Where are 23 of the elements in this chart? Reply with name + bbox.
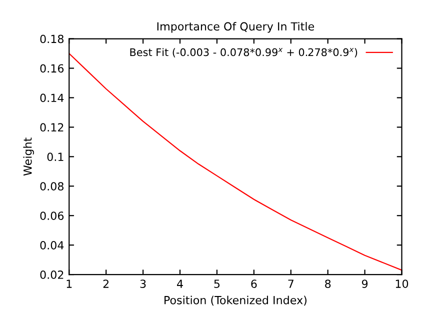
y-tick-label: 0.16 xyxy=(40,64,64,73)
x-tick-label: 4 xyxy=(177,280,183,288)
y-tick-label: 0.18 xyxy=(40,34,64,44)
y-tick-label: 0.06 xyxy=(40,212,64,220)
y-tick-label: 0.02 xyxy=(40,270,64,279)
x-tick-label: 8 xyxy=(325,280,331,288)
y-tick-label: 0.04 xyxy=(40,241,64,250)
x-tick-label: 1 xyxy=(66,280,72,288)
x-tick-label: 3 xyxy=(140,280,146,288)
y-tick-label: 0.12 xyxy=(40,123,64,132)
y-tick-label: 0.08 xyxy=(40,182,64,191)
chart-title: Importance Of Query In Title xyxy=(157,22,314,33)
legend-label: Best Fit (-0.003 - 0.078*0.99$^{x}$ + 0.278*0.9$^{x}$) xyxy=(130,48,358,58)
x-tick-label: 10 xyxy=(396,280,408,288)
x-tick-label: 9 xyxy=(362,280,368,288)
y-axis-title: Weight xyxy=(23,138,34,176)
x-tick-label: 2 xyxy=(103,280,108,288)
x-axis-title: Position (Tokenized Index) xyxy=(164,296,306,306)
y-tick-label: 0.14 xyxy=(40,94,64,102)
y-tick-label: 0.1 xyxy=(47,152,64,162)
x-tick-label: 7 xyxy=(288,280,294,288)
x-tick-label: 5 xyxy=(214,280,220,288)
x-tick-label: 6 xyxy=(251,280,257,288)
